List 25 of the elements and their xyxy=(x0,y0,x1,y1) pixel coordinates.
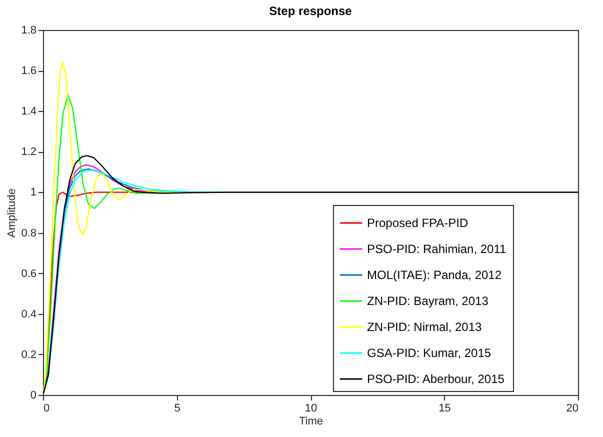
y-tick-label: 1.8 xyxy=(21,24,36,36)
legend-label: PSO-PID: Aberbour, 2015 xyxy=(367,372,505,386)
x-tick-label: 15 xyxy=(438,402,451,414)
x-tick-label: 5 xyxy=(174,402,180,414)
y-tick-label: 0.6 xyxy=(21,268,36,280)
legend-label: MOL(ITAE): Panda, 2012 xyxy=(367,268,502,282)
y-tick-label: 0.8 xyxy=(21,227,36,240)
y-tick-label: 1.2 xyxy=(21,146,36,158)
legend-label: GSA-PID: Kumar, 2015 xyxy=(367,346,492,360)
x-tick-label: 20 xyxy=(566,402,578,414)
y-tick-label: 0 xyxy=(30,390,36,402)
chart-title: Step response xyxy=(269,4,352,18)
x-tick-label: 0 xyxy=(44,402,50,414)
legend-label: ZN-PID: Bayram, 2013 xyxy=(367,294,489,308)
x-tick-label: 10 xyxy=(304,402,318,414)
x-axis-title: Time xyxy=(298,416,324,428)
y-tick-label: 1 xyxy=(30,186,36,199)
y-axis-title: Amplitude xyxy=(6,188,18,238)
legend-label: ZN-PID: Nirmal, 2013 xyxy=(367,320,482,334)
y-tick-label: 0.4 xyxy=(21,308,36,320)
y-tick-label: 0.2 xyxy=(21,348,36,361)
y-tick-label: 1.4 xyxy=(21,106,36,118)
legend-label: PSO-PID: Rahimian, 2011 xyxy=(367,242,506,256)
y-tick-label: 1.6 xyxy=(21,65,36,78)
legend-label: Proposed FPA-PID xyxy=(367,216,468,230)
